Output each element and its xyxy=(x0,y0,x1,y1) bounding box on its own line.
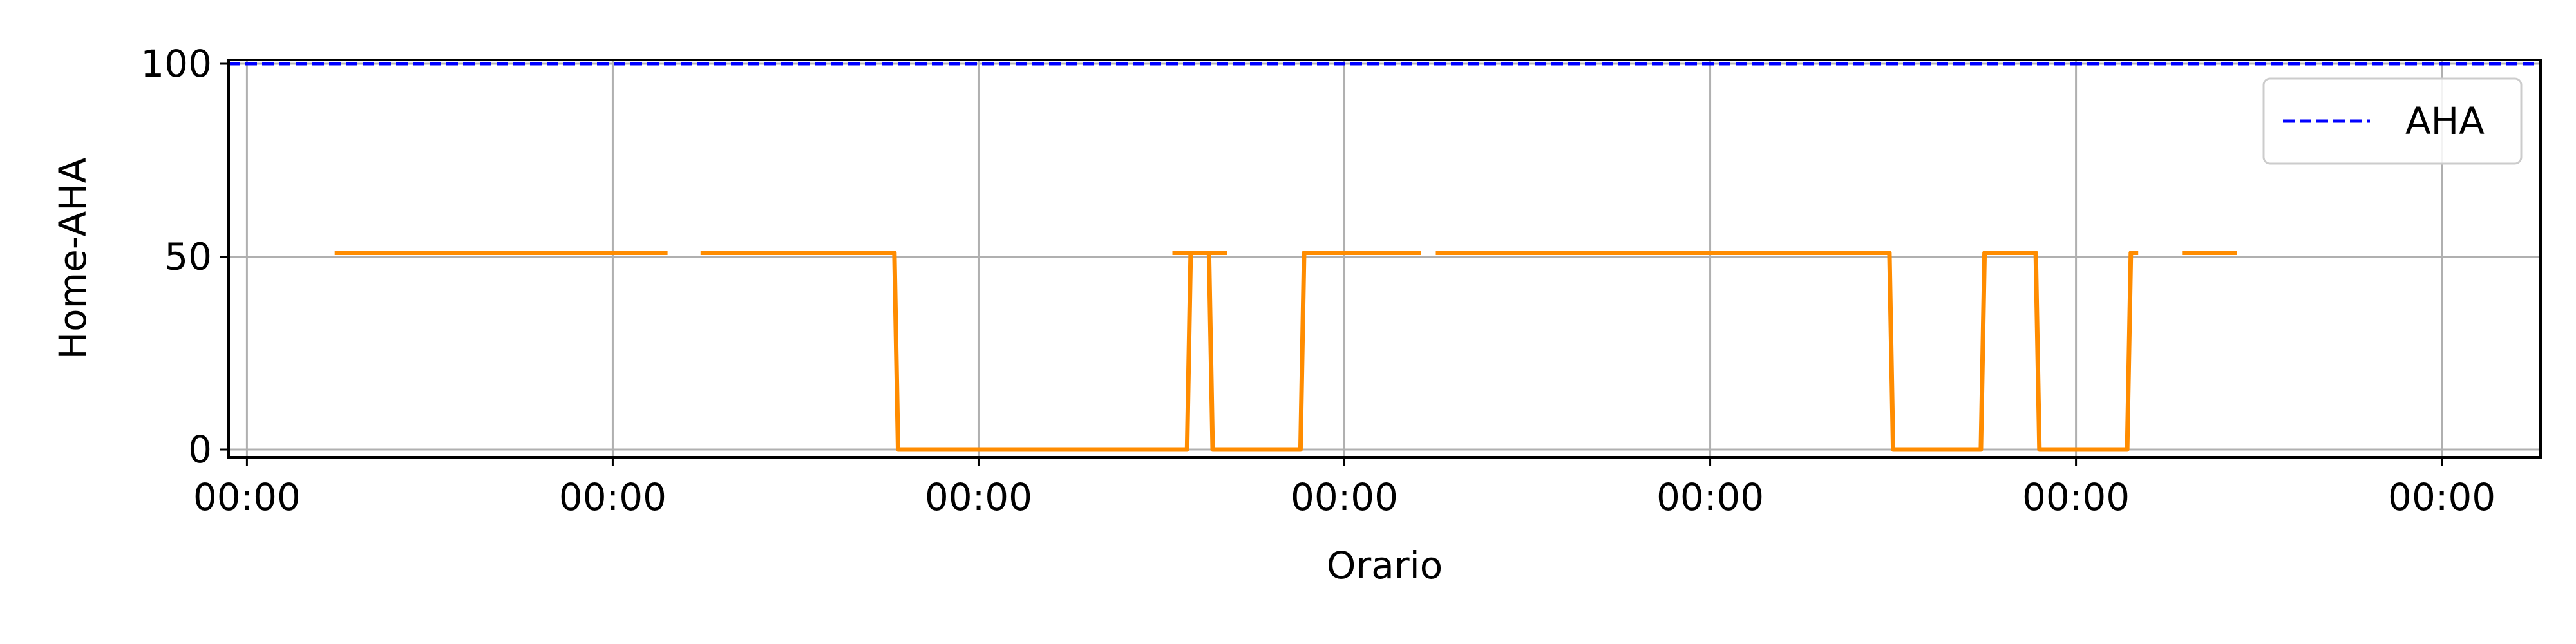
x-tick-label: 00:00 xyxy=(1291,475,1398,519)
home-aha-line-segment xyxy=(1172,251,1421,452)
x-tick-label: 00:00 xyxy=(559,475,667,519)
plot-frame xyxy=(227,59,2542,459)
home-aha-line-segment xyxy=(1435,251,2139,452)
axis-ticks: 00:00 00:00 00:00 00:00 00:00 00:00 00:0005010… xyxy=(140,42,2496,519)
series-lines xyxy=(229,62,2541,452)
legend: AHA xyxy=(2262,77,2523,165)
y-tick-label: 100 xyxy=(140,42,212,86)
y-tick-label: 0 xyxy=(188,428,212,471)
grid-lines xyxy=(229,60,2541,457)
y-tick-label: 50 xyxy=(164,235,212,279)
x-axis-title: Orario xyxy=(1327,544,1443,587)
x-tick-label: 00:00 xyxy=(193,475,301,519)
x-tick-label: 00:00 xyxy=(1656,475,1764,519)
x-tick-label: 00:00 xyxy=(2022,475,2130,519)
y-axis-title: Home-AHA xyxy=(51,157,95,359)
x-tick-label: 00:00 xyxy=(925,475,1032,519)
home-aha-line-segment xyxy=(700,251,1227,452)
legend-box xyxy=(2262,77,2523,165)
legend-label-aha: AHA xyxy=(2405,99,2485,143)
x-tick-label: 00:00 xyxy=(2388,475,2496,519)
